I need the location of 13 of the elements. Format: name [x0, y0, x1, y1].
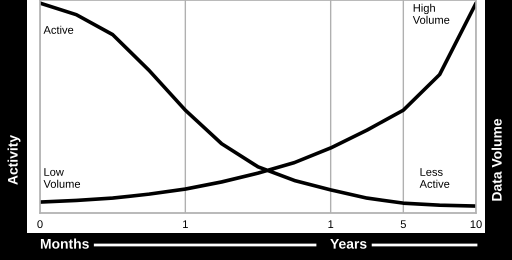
x-tick-label: 5	[400, 220, 406, 228]
annotation: Less Active	[420, 168, 450, 188]
annotation: Low Volume	[44, 168, 80, 188]
x-tick-label: 1	[183, 220, 188, 228]
annotation: High Volume	[412, 4, 450, 24]
y-axis-title: Activity	[8, 134, 20, 185]
text: Years	[330, 239, 367, 249]
text: Months	[40, 238, 89, 249]
x-tick-label: 10	[470, 220, 482, 228]
x-tick-label: 1	[328, 220, 334, 228]
annotation: Active	[44, 26, 74, 34]
x-tick-label: 0	[37, 220, 43, 228]
y2-axis-title: Data Volume	[492, 118, 502, 201]
